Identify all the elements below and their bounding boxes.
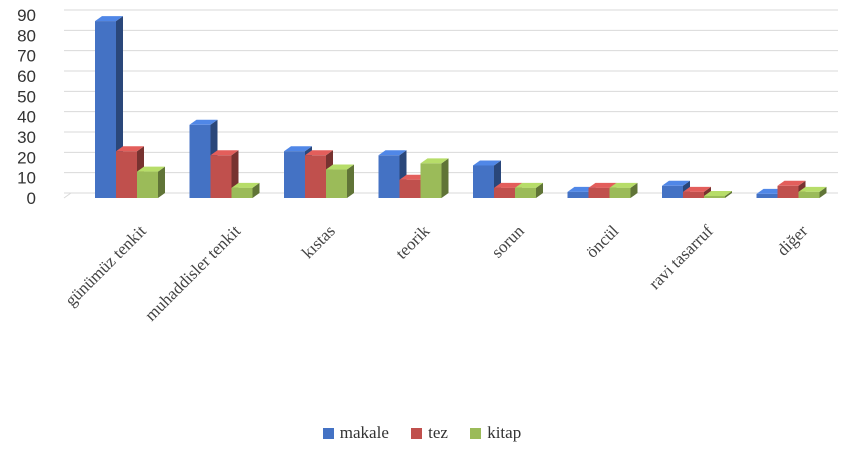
bar-top	[137, 166, 165, 172]
bar-side	[441, 158, 449, 198]
bar-front	[609, 187, 631, 198]
y-tick-label: 80	[17, 26, 36, 45]
bar-front	[494, 187, 515, 198]
bar-front	[116, 151, 137, 198]
bar-side	[725, 190, 732, 198]
bar-side	[536, 182, 543, 198]
bar-front	[284, 151, 305, 198]
bar-top	[683, 186, 711, 192]
bar-top	[420, 158, 449, 164]
bar-front	[95, 21, 116, 198]
bar-top	[494, 182, 522, 188]
bar-front	[305, 155, 326, 198]
legend-swatch-kitap	[470, 427, 482, 439]
bar-top	[515, 182, 543, 188]
bar-front	[326, 169, 347, 198]
legend-item-kitap: kitap	[470, 423, 521, 443]
legend-label-kitap: kitap	[487, 423, 522, 442]
y-tick-label: 20	[17, 148, 36, 167]
bar	[515, 182, 543, 198]
bar	[326, 164, 354, 198]
bar	[210, 150, 239, 198]
y-tick-label: 10	[17, 169, 36, 188]
bar-front	[210, 155, 232, 198]
bar-front	[231, 187, 253, 198]
bar-side	[819, 186, 827, 198]
bar-top	[588, 182, 617, 188]
bar-front	[473, 165, 494, 198]
bar	[137, 166, 165, 198]
legend-label-makale: makale	[339, 423, 389, 442]
bar-side	[158, 166, 165, 198]
x-tick-label: ravi tasarruf	[645, 221, 717, 293]
bar-top	[326, 164, 354, 170]
bar-top	[116, 146, 144, 152]
bar	[231, 182, 260, 198]
bar-front	[378, 155, 400, 198]
bar-top	[798, 186, 827, 192]
bar-front	[683, 191, 704, 198]
bar-front	[515, 187, 536, 198]
bar	[420, 158, 449, 198]
bar-front	[588, 187, 610, 198]
legend-swatch-tez	[411, 427, 423, 439]
bar-side	[347, 164, 354, 198]
bar-top	[473, 160, 501, 166]
x-tick-label: sorun	[488, 221, 529, 262]
bar-top	[704, 190, 732, 196]
bar-front	[399, 179, 421, 198]
bar-top	[305, 150, 333, 156]
bar-side	[630, 182, 638, 198]
bars	[95, 16, 827, 198]
x-tick-label: muhaddisler tenkit	[141, 221, 244, 324]
bar-front	[798, 191, 820, 198]
bar-front	[420, 163, 442, 198]
bar-front	[704, 195, 725, 198]
bar-top	[662, 180, 690, 186]
legend: makale tez kitap	[0, 423, 844, 444]
bar	[798, 186, 827, 198]
bar-front	[756, 193, 778, 198]
bar-front	[662, 185, 683, 198]
bar-top	[777, 180, 806, 186]
bar	[609, 182, 638, 198]
bar-front	[137, 171, 158, 198]
legend-item-makale: makale	[322, 423, 389, 443]
x-tick-label: günümüz tenkit	[61, 221, 150, 310]
bar-front	[777, 185, 799, 198]
x-tick-label: kıstas	[298, 221, 339, 262]
gridlines	[63, 9, 838, 199]
x-tick-label: diğer	[773, 221, 811, 259]
legend-swatch-makale	[322, 427, 334, 439]
y-tick-label: 30	[17, 128, 36, 147]
bar-top	[210, 150, 239, 156]
legend-item-tez: tez	[411, 423, 448, 443]
bar-top	[609, 182, 638, 188]
y-tick-label: 50	[17, 87, 36, 106]
y-tick-label: 60	[17, 67, 36, 86]
x-tick-label: öncül	[582, 221, 622, 261]
bar-front	[189, 124, 211, 198]
bar-top	[378, 150, 407, 156]
y-tick-label: 70	[17, 47, 36, 66]
legend-label-tez: tez	[428, 423, 448, 442]
bar-top	[284, 146, 312, 152]
y-tick-label: 40	[17, 108, 36, 127]
bar-top	[95, 16, 123, 22]
bar	[704, 190, 732, 198]
bar-top	[231, 182, 260, 188]
bar-side	[252, 182, 260, 198]
bar-top	[189, 119, 218, 125]
bar	[378, 150, 407, 198]
bar-front	[567, 191, 589, 198]
x-tick-label: teorik	[392, 221, 434, 263]
y-tick-label: 90	[17, 6, 36, 25]
y-tick-label: 0	[27, 189, 36, 208]
